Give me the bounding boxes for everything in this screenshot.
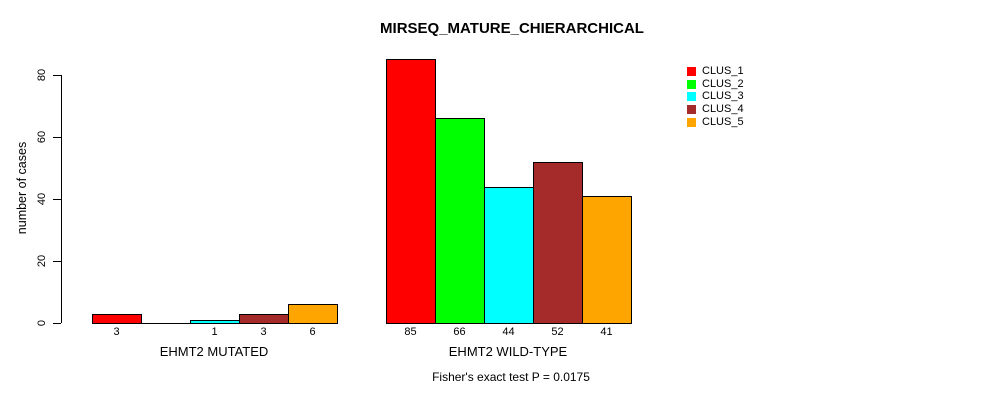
y-tick-label: 20 (36, 254, 48, 268)
y-tick (53, 323, 61, 324)
bar-value-label: 44 (502, 326, 515, 338)
y-tick-label: 40 (36, 192, 48, 206)
legend-swatch-clus_3 (687, 92, 696, 102)
y-tick (53, 199, 61, 200)
legend-swatch-clus_1 (687, 67, 696, 76)
y-tick-label: 60 (36, 130, 48, 144)
y-tick-label: 80 (36, 68, 48, 82)
legend-swatch-clus_4 (687, 105, 696, 115)
legend-label-clus_5: CLUS_5 (702, 115, 744, 128)
legend-label-clus_2: CLUS_2 (702, 77, 744, 90)
bar-clus_3 (484, 187, 534, 324)
chart-title: MIRSEQ_MATURE_CHIERARCHICAL (380, 20, 644, 37)
y-tick-label: 0 (36, 319, 48, 327)
bar-clus_1 (92, 314, 142, 324)
bar-clus_4 (533, 162, 583, 324)
bar-value-label: 52 (551, 326, 564, 338)
y-axis-line (61, 75, 62, 323)
x-group-label-wildtype: EHMT2 WILD-TYPE (448, 344, 568, 359)
bar-value-label: 41 (600, 326, 613, 338)
bar-clus_5 (288, 304, 338, 324)
bar-value-label: 1 (211, 326, 218, 338)
legend-swatch-clus_5 (687, 117, 696, 127)
legend-swatch-clus_2 (687, 79, 696, 89)
legend-label-clus_1: CLUS_1 (702, 65, 744, 77)
bar-value-label: 3 (113, 326, 120, 338)
bar-value-label: 3 (260, 326, 267, 338)
bar-clus_1 (386, 59, 436, 324)
bar-clus_4 (239, 314, 289, 324)
legend-label-clus_3: CLUS_3 (702, 90, 744, 103)
bar-value-label: 85 (404, 326, 417, 338)
x-group-label-mutated: EHMT2 MUTATED (159, 344, 269, 359)
y-tick (53, 261, 61, 262)
y-tick (53, 137, 61, 138)
stat-annotation: Fisher's exact test P = 0.0175 (432, 370, 590, 384)
bar-value-label: 6 (309, 326, 316, 338)
y-axis-label: number of cases (15, 141, 29, 235)
legend-label-clus_4: CLUS_4 (702, 103, 744, 116)
y-tick (53, 75, 61, 76)
bar-value-label: 66 (453, 326, 466, 338)
bar-clus_2 (435, 118, 485, 324)
bar-clus_3 (190, 320, 240, 324)
bar-clus_5 (582, 196, 632, 324)
